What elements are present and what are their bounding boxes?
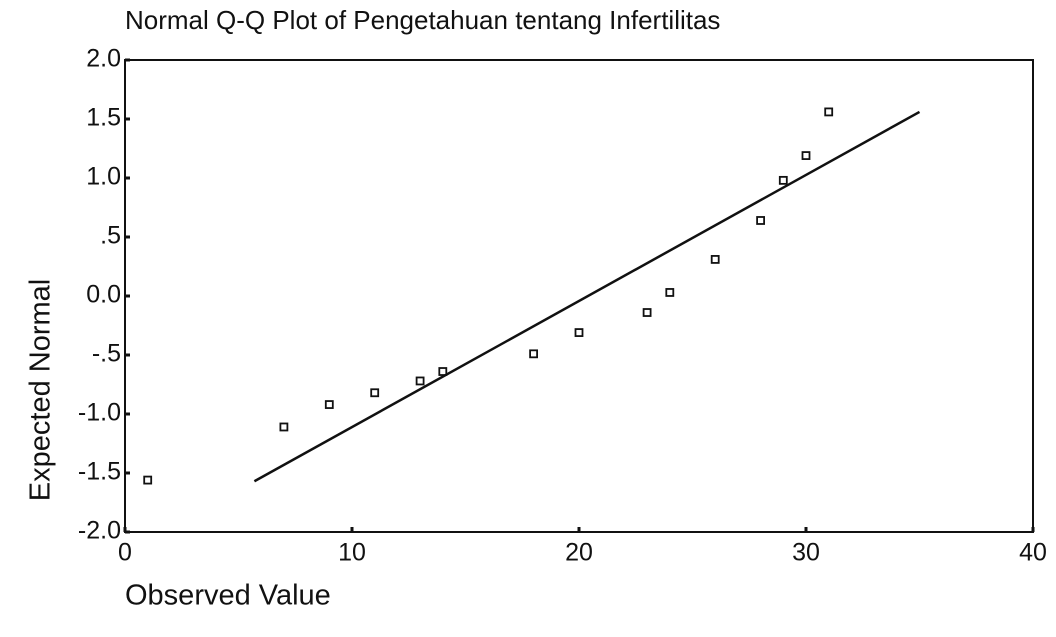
y-tick-label: -2.0 bbox=[78, 517, 121, 545]
data-point bbox=[824, 107, 834, 117]
data-point bbox=[143, 475, 153, 485]
data-point bbox=[710, 255, 720, 264]
y-tick-label: 1.0 bbox=[86, 163, 121, 191]
data-point bbox=[778, 175, 788, 185]
plot-frame bbox=[124, 59, 1034, 533]
y-tick-label: -1.5 bbox=[78, 458, 121, 486]
y-tick-label: 0.0 bbox=[86, 281, 121, 309]
y-tick-label: .5 bbox=[100, 222, 121, 250]
data-point bbox=[370, 388, 380, 398]
chart-title: Normal Q-Q Plot of Pengetahuan tentang I… bbox=[125, 5, 720, 35]
reference-line bbox=[253, 110, 921, 483]
y-axis-label: Expected Normal bbox=[25, 279, 57, 501]
y-tick-label: -1.0 bbox=[78, 399, 121, 427]
data-point bbox=[642, 308, 652, 317]
data-point bbox=[415, 376, 425, 386]
data-point bbox=[324, 400, 334, 409]
y-tick-label: 1.5 bbox=[86, 104, 121, 132]
data-point bbox=[574, 328, 584, 337]
data-point bbox=[279, 422, 289, 432]
x-tick-label: 0 bbox=[118, 539, 132, 567]
x-axis-label: Observed Value bbox=[125, 580, 331, 612]
x-tick-label: 30 bbox=[792, 539, 820, 567]
y-tick-label: -.5 bbox=[92, 340, 121, 368]
data-point bbox=[801, 151, 811, 160]
data-point bbox=[665, 288, 675, 297]
y-tick-label: 2.0 bbox=[86, 45, 121, 73]
x-tick-label: 40 bbox=[1019, 539, 1047, 567]
x-tick-label: 10 bbox=[338, 539, 366, 567]
data-point bbox=[529, 349, 538, 359]
x-tick-label: 20 bbox=[565, 539, 593, 567]
data-point bbox=[438, 367, 448, 376]
data-point bbox=[756, 216, 765, 225]
